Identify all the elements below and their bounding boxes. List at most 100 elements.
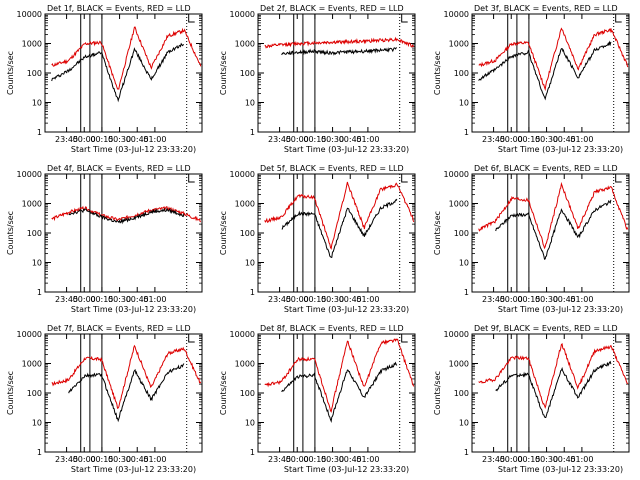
x-tick-label: 00:45	[339, 455, 362, 464]
plot-frame	[44, 173, 203, 293]
x-tick-label: 00:00	[286, 135, 309, 144]
x-tick-label: 00:00	[500, 135, 523, 144]
panel-det-4: Det 4f, BLACK = Events, RED = LLD 1 10 100 1…	[6, 164, 203, 314]
events-series-line	[495, 360, 612, 418]
panel-det-7: Det 7f, BLACK = Events, RED = LLD 1 10 100 1…	[6, 324, 203, 474]
x-tick-label: 00:00	[500, 295, 523, 304]
x-tick-label: 23:45	[268, 455, 291, 464]
panel-title: Det 1f, BLACK = Events, RED = LLD	[47, 4, 191, 13]
y-tick-label: 1000	[22, 200, 42, 209]
y-tick-label: 100	[454, 389, 469, 398]
x-tick-label: 23:45	[55, 295, 78, 304]
events-series-line	[68, 207, 185, 225]
x-tick-label: 00:30	[321, 135, 344, 144]
x-tick-label: 00:30	[535, 295, 558, 304]
plot-frame	[471, 333, 630, 453]
x-tick-label: 00:45	[553, 295, 576, 304]
y-axis-label: Counts/sec	[6, 51, 15, 95]
end-marker-bracket	[615, 334, 622, 343]
end-marker-bracket	[188, 174, 195, 183]
y-tick-label: 100	[454, 229, 469, 238]
y-tick-label: 10000	[17, 170, 42, 179]
panel-det-6: Det 6f, BLACK = Events, RED = LLD 1 10 100 1…	[433, 164, 630, 314]
x-tick-label: 00:15	[303, 455, 326, 464]
y-tick-label: 100	[27, 389, 42, 398]
x-tick-label: 23:45	[482, 455, 505, 464]
x-tick-label: 00:00	[73, 455, 96, 464]
y-tick-label: 10	[459, 259, 469, 268]
x-tick-label: 01:00	[143, 295, 166, 304]
x-tick-label: 00:45	[339, 295, 362, 304]
x-axis-label: Start Time (03-Jul-12 23:33:20)	[284, 465, 409, 474]
x-tick-label: 00:00	[73, 295, 96, 304]
y-tick-label: 10000	[444, 10, 469, 19]
lld-series-line	[478, 181, 629, 250]
events-series-line	[51, 42, 185, 103]
x-tick-label: 01:00	[570, 455, 593, 464]
end-marker-bracket	[401, 174, 408, 183]
plot-frame	[257, 13, 416, 133]
lld-series-line	[264, 338, 415, 413]
panel-det-2: Det 2f, BLACK = Events, RED = LLD 1 10 100 1…	[219, 4, 416, 154]
events-series-line	[281, 46, 398, 56]
x-tick-label: 00:30	[535, 455, 558, 464]
x-tick-label: 00:15	[517, 135, 540, 144]
y-tick-label: 10000	[444, 170, 469, 179]
x-tick-label: 00:30	[108, 135, 131, 144]
y-tick-label: 1	[464, 288, 469, 297]
y-tick-label: 100	[240, 229, 255, 238]
events-series-line	[478, 40, 612, 101]
end-marker-bracket	[615, 174, 622, 183]
y-tick-label: 1	[250, 448, 255, 457]
x-tick-label: 00:30	[321, 455, 344, 464]
x-tick-label: 00:15	[90, 295, 113, 304]
y-tick-label: 1	[250, 288, 255, 297]
y-tick-label: 100	[240, 389, 255, 398]
x-tick-label: 00:45	[126, 455, 149, 464]
y-tick-label: 10	[32, 419, 42, 428]
y-tick-label: 1000	[235, 360, 255, 369]
x-axis-label: Start Time (03-Jul-12 23:33:20)	[284, 145, 409, 154]
y-tick-label: 1	[464, 448, 469, 457]
panel-det-5: Det 5f, BLACK = Events, RED = LLD 1 10 100 1…	[219, 164, 416, 314]
y-tick-label: 1	[37, 128, 42, 137]
y-axis-label: Counts/sec	[433, 371, 442, 415]
x-axis-label: Start Time (03-Jul-12 23:33:20)	[71, 465, 196, 474]
x-tick-label: 00:00	[73, 135, 96, 144]
y-tick-label: 10	[245, 419, 255, 428]
events-series-line	[281, 198, 398, 258]
lld-series-line	[478, 342, 629, 410]
x-tick-label: 00:00	[286, 295, 309, 304]
x-tick-label: 00:00	[500, 455, 523, 464]
x-tick-label: 01:00	[570, 295, 593, 304]
x-axis-label: Start Time (03-Jul-12 23:33:20)	[71, 145, 196, 154]
events-series-line	[495, 199, 612, 260]
x-axis-label: Start Time (03-Jul-12 23:33:20)	[498, 305, 623, 314]
panel-title: Det 6f, BLACK = Events, RED = LLD	[474, 164, 618, 173]
y-tick-label: 10	[32, 99, 42, 108]
x-tick-label: 00:45	[553, 135, 576, 144]
y-axis-label: Counts/sec	[6, 371, 15, 415]
y-tick-label: 1000	[449, 200, 469, 209]
y-axis-label: Counts/sec	[219, 211, 228, 255]
y-tick-label: 10000	[444, 330, 469, 339]
x-tick-label: 00:15	[303, 135, 326, 144]
x-tick-label: 01:00	[356, 295, 379, 304]
x-tick-label: 01:00	[356, 135, 379, 144]
panel-title: Det 7f, BLACK = Events, RED = LLD	[47, 324, 191, 333]
end-marker-bracket	[188, 14, 195, 23]
events-series-line	[68, 363, 185, 423]
lld-series-line	[51, 344, 202, 409]
panel-title: Det 4f, BLACK = Events, RED = LLD	[47, 164, 191, 173]
y-tick-label: 10	[459, 419, 469, 428]
y-tick-label: 100	[27, 69, 42, 78]
x-tick-label: 00:45	[126, 295, 149, 304]
y-tick-label: 10000	[17, 330, 42, 339]
x-tick-label: 00:15	[517, 295, 540, 304]
x-tick-label: 01:00	[570, 135, 593, 144]
y-tick-label: 1	[250, 128, 255, 137]
x-tick-label: 01:00	[143, 455, 166, 464]
x-tick-label: 00:15	[517, 455, 540, 464]
x-tick-label: 23:45	[55, 135, 78, 144]
plot-frame	[257, 333, 416, 453]
